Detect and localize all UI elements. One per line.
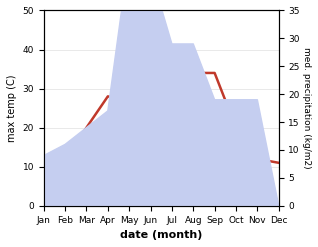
Y-axis label: max temp (C): max temp (C) bbox=[7, 74, 17, 142]
Y-axis label: med. precipitation (kg/m2): med. precipitation (kg/m2) bbox=[302, 47, 311, 169]
X-axis label: date (month): date (month) bbox=[120, 230, 203, 240]
